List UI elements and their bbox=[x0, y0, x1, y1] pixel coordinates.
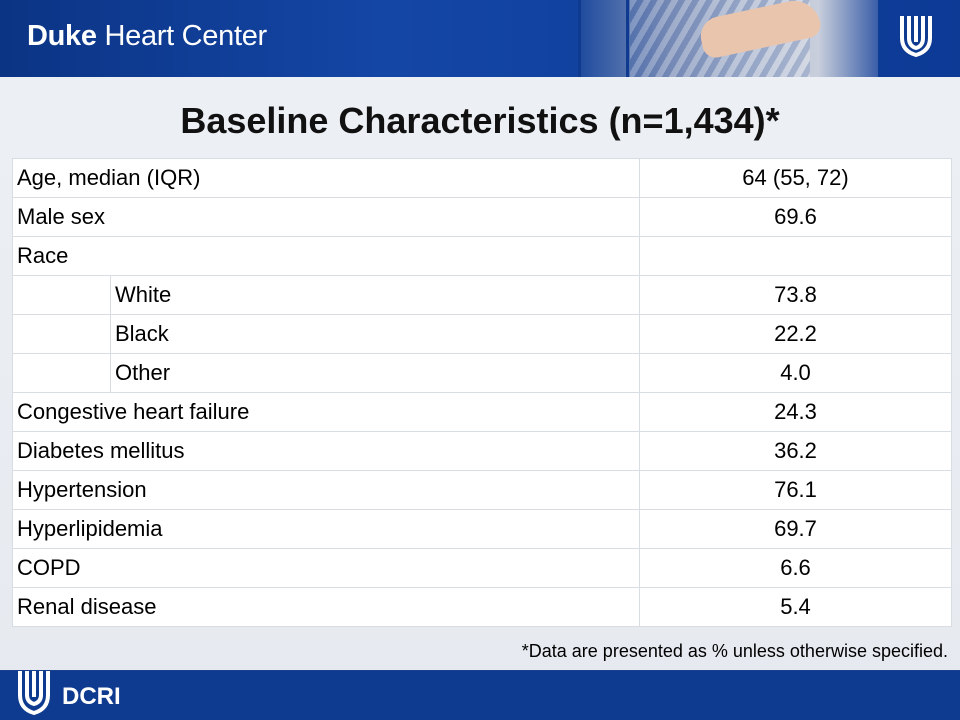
row-value: 22.2 bbox=[639, 314, 952, 354]
row-label: Age, median (IQR) bbox=[12, 158, 640, 198]
footer-divider bbox=[0, 670, 960, 671]
footnote: *Data are presented as % unless otherwis… bbox=[521, 641, 948, 661]
header-banner: Duke Heart Center bbox=[0, 0, 960, 77]
duke-shield-icon bbox=[896, 14, 936, 65]
row-value: 73.8 bbox=[639, 275, 952, 315]
table-row: Hypertension 76.1 bbox=[12, 470, 952, 510]
slide-title: Baseline Characteristics (n=1,434)* bbox=[180, 100, 780, 141]
table-row: Male sex 69.6 bbox=[12, 197, 952, 237]
row-label: Race bbox=[12, 236, 640, 276]
row-value: 24.3 bbox=[639, 392, 952, 432]
row-sublabel: White bbox=[110, 275, 640, 315]
table-row: COPD 6.6 bbox=[12, 548, 952, 588]
table-row: Congestive heart failure 24.3 bbox=[12, 392, 952, 432]
row-value: 5.4 bbox=[639, 587, 952, 627]
photo-divider bbox=[578, 0, 581, 77]
row-sublabel: Other bbox=[110, 353, 640, 393]
row-label: Diabetes mellitus bbox=[12, 431, 640, 471]
table-row: Age, median (IQR) 64 (55, 72) bbox=[12, 158, 952, 198]
table-row: Diabetes mellitus 36.2 bbox=[12, 431, 952, 471]
row-label: Hyperlipidemia bbox=[12, 509, 640, 549]
row-label: Renal disease bbox=[12, 587, 640, 627]
row-value: 36.2 bbox=[639, 431, 952, 471]
row-label: Hypertension bbox=[12, 470, 640, 510]
row-label: Congestive heart failure bbox=[12, 392, 640, 432]
row-label: COPD bbox=[12, 548, 640, 588]
brand-bold: Duke bbox=[27, 20, 97, 52]
indent-cell bbox=[12, 275, 111, 315]
row-value bbox=[639, 236, 952, 276]
row-value: 76.1 bbox=[639, 470, 952, 510]
duke-shield-icon bbox=[14, 671, 54, 720]
row-value: 6.6 bbox=[639, 548, 952, 588]
table-row: White 73.8 bbox=[12, 275, 952, 315]
footer-org: DCRI bbox=[62, 683, 121, 710]
indent-cell bbox=[12, 353, 111, 393]
table-row: Black 22.2 bbox=[12, 314, 952, 354]
row-value: 64 (55, 72) bbox=[639, 158, 952, 198]
brand-rest: Heart Center bbox=[96, 20, 267, 52]
indent-cell bbox=[12, 314, 111, 354]
row-value: 69.6 bbox=[639, 197, 952, 237]
table-row: Hyperlipidemia 69.7 bbox=[12, 509, 952, 549]
footer-bar bbox=[0, 671, 960, 720]
baseline-table: Age, median (IQR) 64 (55, 72) Male sex 6… bbox=[12, 158, 952, 627]
table-row: Race bbox=[12, 236, 952, 276]
row-value: 4.0 bbox=[639, 353, 952, 393]
table-row: Renal disease 5.4 bbox=[12, 587, 952, 627]
row-value: 69.7 bbox=[639, 509, 952, 549]
brand-title: Duke Heart Center bbox=[27, 20, 267, 53]
row-label: Male sex bbox=[12, 197, 640, 237]
table-row: Other 4.0 bbox=[12, 353, 952, 393]
row-sublabel: Black bbox=[110, 314, 640, 354]
photo-divider bbox=[626, 0, 629, 77]
